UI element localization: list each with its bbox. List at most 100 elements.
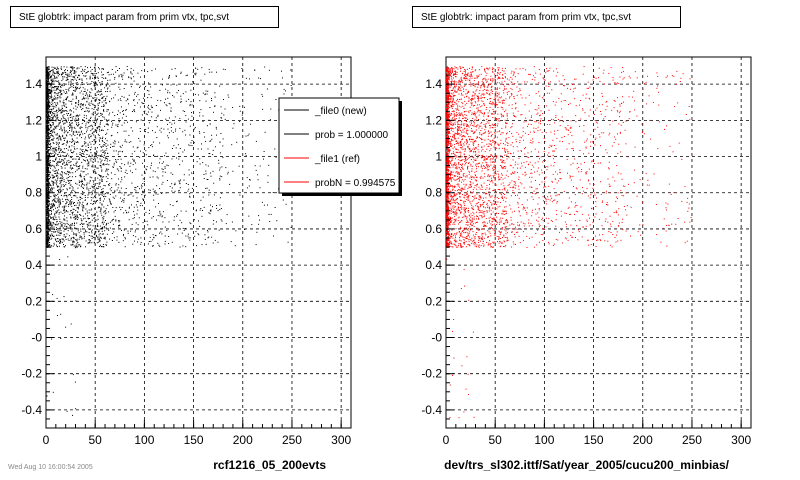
- data-point: [89, 94, 90, 96]
- data-point: [58, 145, 60, 147]
- data-point: [48, 96, 49, 98]
- data-point: [111, 98, 112, 100]
- data-point: [103, 142, 105, 143]
- data-point: [72, 214, 74, 216]
- data-point: [87, 71, 89, 73]
- data-point: [68, 180, 70, 181]
- data-point: [46, 184, 48, 186]
- data-point: [71, 230, 73, 232]
- data-point: [46, 141, 48, 143]
- data-point: [87, 150, 89, 152]
- data-point: [54, 179, 56, 181]
- data-point: [123, 229, 125, 231]
- data-point: [105, 138, 106, 140]
- data-point: [83, 176, 85, 178]
- data-point: [55, 147, 57, 149]
- data-point: [47, 226, 49, 228]
- data-point: [65, 130, 67, 132]
- data-point: [63, 222, 65, 224]
- data-point: [82, 119, 84, 121]
- data-point: [63, 195, 65, 197]
- data-point: [151, 107, 153, 109]
- data-point: [47, 222, 49, 224]
- data-point: [124, 139, 126, 141]
- data-point: [102, 116, 104, 118]
- data-point: [446, 115, 448, 117]
- data-point: [58, 160, 60, 162]
- data-point: [101, 230, 103, 232]
- data-point: [93, 241, 95, 243]
- data-point: [115, 207, 117, 209]
- data-point: [251, 224, 253, 226]
- data-point: [61, 80, 63, 82]
- data-point: [446, 121, 447, 123]
- data-point: [46, 135, 48, 137]
- data-point: [138, 138, 140, 139]
- data-point: [125, 169, 127, 171]
- data-point: [101, 101, 103, 103]
- data-point: [222, 157, 224, 159]
- data-point: [62, 72, 63, 74]
- data-point: [232, 127, 234, 129]
- data-point: [60, 154, 62, 156]
- data-point: [93, 237, 95, 239]
- data-point: [64, 76, 66, 78]
- data-point: [151, 146, 153, 148]
- data-point: [82, 151, 83, 152]
- data-point: [98, 174, 100, 176]
- data-point: [64, 110, 66, 112]
- data-point: [48, 166, 50, 168]
- data-point: [69, 200, 71, 202]
- data-point: [101, 179, 103, 181]
- data-point: [51, 101, 53, 103]
- data-point: [159, 210, 161, 212]
- data-point: [48, 170, 50, 172]
- data-point: [102, 244, 104, 245]
- data-point: [121, 124, 123, 126]
- data-point: [123, 88, 125, 89]
- data-point: [58, 216, 60, 218]
- data-point: [76, 183, 78, 185]
- data-point: [87, 197, 89, 199]
- data-point: [48, 132, 50, 134]
- data-point: [66, 66, 68, 68]
- data-point: [74, 72, 76, 74]
- data-point: [446, 236, 448, 238]
- data-point: [446, 90, 448, 91]
- data-point: [92, 166, 94, 168]
- data-point: [166, 230, 168, 231]
- data-point: [167, 128, 169, 130]
- data-point: [68, 235, 70, 237]
- data-point: [172, 205, 174, 207]
- data-point: [47, 176, 49, 178]
- data-point: [213, 111, 214, 113]
- data-point: [63, 209, 64, 211]
- data-point: [207, 148, 209, 150]
- data-point: [53, 166, 55, 168]
- data-point: [82, 105, 84, 107]
- data-point: [47, 151, 49, 153]
- data-point: [58, 230, 60, 232]
- data-point: [135, 192, 137, 194]
- data-point: [55, 72, 57, 74]
- data-point: [169, 76, 170, 78]
- data-point: [446, 239, 448, 241]
- data-point: [72, 82, 74, 84]
- data-point: [148, 93, 150, 95]
- data-point: [48, 215, 50, 217]
- data-point: [54, 80, 56, 82]
- data-point: [76, 238, 78, 240]
- data-point: [60, 202, 62, 204]
- data-point: [55, 157, 57, 159]
- data-point: [446, 188, 448, 190]
- data-point: [56, 297, 58, 299]
- data-point: [101, 180, 103, 182]
- data-point: [92, 97, 93, 99]
- data-point: [90, 136, 92, 138]
- data-point: [146, 169, 148, 171]
- data-point: [47, 130, 49, 132]
- data-point: [116, 161, 118, 163]
- data-point: [100, 210, 102, 212]
- data-point: [58, 68, 59, 70]
- data-point: [76, 214, 78, 216]
